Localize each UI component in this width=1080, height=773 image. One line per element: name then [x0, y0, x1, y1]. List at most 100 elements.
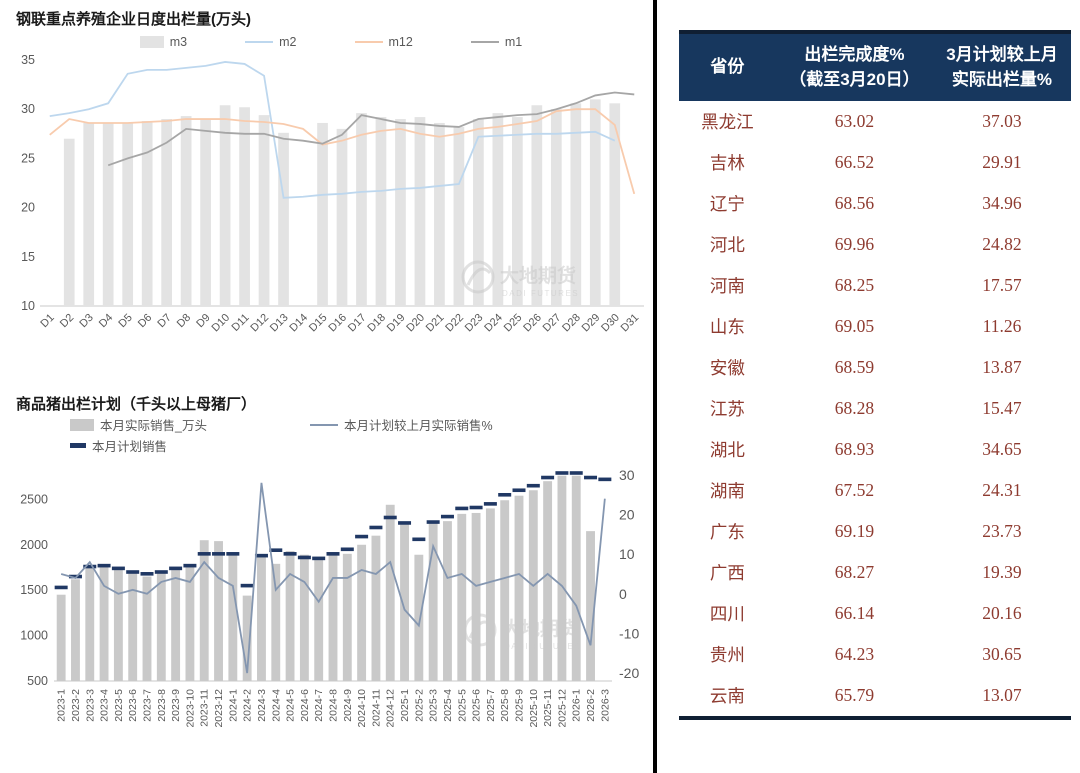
value-cell: 69.19 — [834, 521, 875, 542]
svg-text:2025-12: 2025-12 — [556, 689, 568, 728]
dash-swatch-icon — [70, 443, 86, 448]
svg-text:D28: D28 — [560, 312, 583, 335]
svg-text:2025-1: 2025-1 — [399, 689, 411, 722]
value-cell: 24.31 — [982, 480, 1022, 501]
svg-text:2023-10: 2023-10 — [184, 689, 196, 728]
province-cell: 安徽 — [709, 358, 745, 379]
svg-text:DADI FUTURES: DADI FUTURES — [502, 289, 579, 298]
svg-text:D30: D30 — [599, 312, 622, 335]
legend-item-本月实际销售_万头: 本月实际销售_万头 — [70, 415, 207, 434]
table-panel: 省份 出栏完成度% （截至3月20日） 3月计划较上月 实际出栏量% 黑龙江 63.02 3… — [657, 0, 1080, 773]
svg-text:2025-6: 2025-6 — [471, 689, 483, 722]
svg-text:D27: D27 — [541, 312, 564, 335]
svg-text:-10: -10 — [619, 625, 639, 641]
legend-item-本月计划销售: 本月计划销售 — [70, 436, 167, 455]
svg-text:2025-11: 2025-11 — [542, 689, 554, 727]
value-cell: 24.82 — [982, 234, 1022, 255]
svg-text:2023-8: 2023-8 — [156, 689, 168, 722]
province-cell: 广西 — [709, 563, 745, 584]
svg-text:2026-2: 2026-2 — [585, 689, 597, 722]
table-row: 贵州 64.23 30.65 — [679, 634, 1071, 675]
svg-text:2000: 2000 — [20, 538, 48, 552]
svg-text:2024-11: 2024-11 — [370, 689, 382, 727]
province-cell: 河北 — [709, 235, 745, 256]
svg-text:500: 500 — [27, 674, 48, 688]
legend-label: 本月计划较上月实际销售% — [344, 419, 493, 433]
value-cell: 34.65 — [982, 439, 1022, 460]
province-cell: 云南 — [709, 686, 745, 707]
svg-text:1500: 1500 — [20, 583, 48, 597]
value-cell: 34.96 — [982, 193, 1022, 214]
svg-text:D8: D8 — [175, 312, 193, 330]
column-header: 省份 — [679, 32, 776, 102]
svg-text:2023-1: 2023-1 — [56, 689, 68, 722]
daily-slaughter-chart: 钢联重点养殖企业日度出栏量(万头) m3 m2 m12 m1 10 15 20 25 30 35… — [10, 8, 652, 384]
value-cell: 63.02 — [834, 111, 875, 132]
svg-text:15: 15 — [21, 250, 35, 264]
province-cell: 黑龙江 — [701, 112, 754, 133]
svg-text:35: 35 — [21, 54, 35, 67]
province-cell: 贵州 — [709, 645, 745, 666]
table-row: 湖北 68.93 34.65 — [679, 429, 1071, 470]
svg-text:DADI FUTURES: DADI FUTURES — [504, 642, 581, 651]
dadi-futures-watermark-icon: 大地期货 DADI FUTURES — [463, 613, 581, 651]
svg-text:大地期货: 大地期货 — [500, 264, 576, 287]
charts-panel: 钢联重点养殖企业日度出栏量(万头) m3 m2 m12 m1 10 15 20 25 30 35… — [10, 8, 652, 728]
value-cell: 69.05 — [834, 316, 875, 337]
table-row: 云南 65.79 13.07 — [679, 675, 1071, 718]
table-row: 河南 68.25 17.57 — [679, 265, 1071, 306]
vertical-divider — [653, 0, 657, 773]
svg-text:10: 10 — [619, 546, 635, 562]
svg-text:2023-2: 2023-2 — [70, 689, 82, 722]
svg-text:D19: D19 — [385, 312, 408, 335]
legend-label: m3 — [169, 35, 188, 49]
chart1-legend: m3 m2 m12 m1 — [10, 30, 652, 54]
table-row: 安徽 68.59 13.87 — [679, 347, 1071, 388]
svg-text:D5: D5 — [116, 312, 134, 330]
value-cell: 68.25 — [834, 275, 875, 296]
value-cell: 68.56 — [834, 193, 875, 214]
value-cell: 30.65 — [982, 644, 1022, 665]
svg-text:30: 30 — [619, 467, 635, 483]
svg-text:2025-7: 2025-7 — [485, 689, 497, 722]
value-cell: 29.91 — [982, 152, 1022, 173]
province-cell: 湖北 — [709, 440, 745, 461]
svg-text:D6: D6 — [136, 312, 154, 330]
table-row: 四川 66.14 20.16 — [679, 593, 1071, 634]
svg-text:2023-3: 2023-3 — [84, 689, 96, 722]
legend-item-m3: m3 — [139, 35, 188, 49]
value-cell: 19.39 — [982, 562, 1022, 583]
svg-text:D25: D25 — [502, 312, 525, 335]
svg-text:2026-1: 2026-1 — [571, 689, 583, 722]
svg-text:25: 25 — [21, 151, 35, 165]
column-header: 3月计划较上月 实际出栏量% — [932, 32, 1071, 102]
line-swatch-icon — [470, 41, 499, 43]
svg-text:D11: D11 — [230, 312, 252, 334]
province-cell: 江苏 — [709, 399, 745, 420]
legend-label: m12 — [388, 35, 413, 49]
value-cell: 68.28 — [834, 398, 875, 419]
province-cell: 广东 — [709, 522, 745, 543]
svg-text:2024-8: 2024-8 — [328, 689, 340, 722]
legend-item-m1: m1 — [470, 35, 522, 49]
svg-text:2025-9: 2025-9 — [514, 689, 526, 722]
svg-text:2026-3: 2026-3 — [599, 689, 611, 722]
value-cell: 66.14 — [834, 603, 875, 624]
legend-item-本月计划较上月实际销售%: 本月计划较上月实际销售% — [310, 415, 493, 434]
table-row: 广东 69.19 23.73 — [679, 511, 1071, 552]
legend-item-m12: m12 — [354, 35, 413, 49]
svg-text:D1: D1 — [38, 312, 56, 330]
value-cell: 65.79 — [834, 685, 875, 706]
province-cell: 河南 — [709, 276, 745, 297]
value-cell: 13.07 — [982, 685, 1022, 706]
svg-text:D17: D17 — [346, 312, 369, 335]
svg-text:-20: -20 — [619, 665, 639, 681]
svg-text:D23: D23 — [463, 312, 486, 335]
chart1-title: 钢联重点养殖企业日度出栏量(万头) — [16, 11, 251, 28]
bar-swatch-icon — [139, 36, 164, 48]
legend-item-m2: m2 — [245, 35, 297, 49]
svg-text:2023-4: 2023-4 — [99, 689, 111, 722]
table-row: 广西 68.27 19.39 — [679, 552, 1071, 593]
table-head-row: 省份 出栏完成度% （截至3月20日） 3月计划较上月 实际出栏量% — [679, 32, 1071, 102]
